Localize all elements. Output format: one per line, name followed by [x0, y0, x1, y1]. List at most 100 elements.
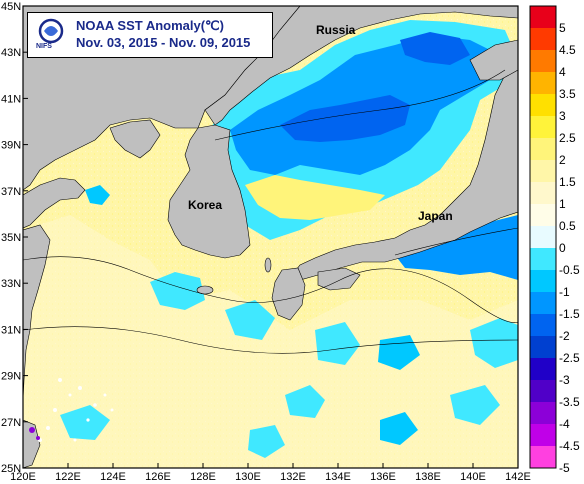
x-tick-label: 138E [415, 471, 441, 483]
colorbar-tick-label: -3 [559, 373, 570, 387]
anomaly-region-east-sea-yellow-patch [245, 175, 385, 220]
y-tick-label: 25N [1, 463, 21, 475]
x-tick-label: 120E [10, 471, 36, 483]
x-tick-label: 130E [235, 471, 261, 483]
anomaly-patch-ecs-8 [380, 412, 418, 445]
colorbar-tick-label: 3 [559, 109, 566, 123]
colorbar-tick-label: 0 [559, 241, 566, 255]
y-axis-ticks: 45N 43N 41N 39N 37N 35N 33N 31N 29N 27N 25N [1, 1, 28, 475]
colorbar-swatch [530, 182, 556, 205]
x-tick-label: 132E [280, 471, 306, 483]
x-tick-label: 122E [55, 471, 81, 483]
colorbar-border [529, 5, 557, 469]
land-liaodong [109, 119, 161, 159]
y-tick-label: 35N [1, 232, 21, 244]
x-tick-label: 136E [370, 471, 396, 483]
anomaly-patch-ecs-3 [315, 322, 360, 365]
anomaly-region-light [23, 215, 518, 468]
place-label-russia: Russia [316, 23, 356, 37]
anomaly-region-east-sea-core-2 [400, 32, 470, 65]
contour-lines [23, 69, 518, 354]
anomaly-region-east-sea-core [280, 95, 410, 142]
colorbar-tick-label: -5 [559, 461, 570, 475]
colorbar-swatch [530, 6, 556, 29]
x-tick-label: 126E [145, 471, 171, 483]
land-russia [204, 6, 518, 126]
colorbar-swatch [530, 72, 556, 95]
anomaly-patch-ecs-9 [248, 425, 285, 458]
colorbar-swatch [530, 380, 556, 403]
colorbar-tick-label: 0.5 [559, 219, 576, 233]
y-tick-label: 37N [1, 186, 21, 198]
y-tick-label: 33N [1, 278, 21, 290]
y-tick-label: 27N [1, 417, 21, 429]
colorbar-swatch [530, 138, 556, 161]
x-tick-label: 124E [100, 471, 126, 483]
land-shandong [23, 177, 86, 229]
anomaly-patch-ecs-10 [60, 405, 110, 440]
y-tick-label: 43N [1, 47, 21, 59]
x-tick-label: 128E [190, 471, 216, 483]
colorbar-tick-label: 5 [559, 21, 566, 35]
x-tick-label: 142E [505, 471, 531, 483]
colorbar-tick-label: 2.5 [559, 131, 576, 145]
anomaly-region-yellow-sea-negative [85, 185, 110, 205]
colorbar-tick-label: 3.5 [559, 87, 576, 101]
colorbar-swatch [530, 160, 556, 183]
colorbar-tick-label: -0.5 [559, 263, 580, 277]
colorbar-tick-label: -4.5 [559, 439, 580, 453]
anomaly-patch-ecs-1 [150, 272, 205, 310]
colorbar-tick-label: 2 [559, 153, 566, 167]
colorbar-swatch [530, 28, 556, 51]
colorbar-swatch [530, 270, 556, 293]
colorbar-swatch [530, 446, 556, 469]
y-tick-label: 41N [1, 93, 21, 105]
colorbar-tick-label: -3.5 [559, 395, 580, 409]
anomaly-patch-ecs-7 [450, 385, 500, 425]
purple-patch [29, 427, 40, 440]
anomaly-region-pacific-negative [395, 215, 518, 280]
date-range: Nov. 03, 2015 - Nov. 09, 2015 [76, 35, 251, 50]
colorbar-swatch [530, 292, 556, 315]
land-japan-hokkaido [469, 39, 518, 81]
colorbar-tick-label: 4.5 [559, 43, 576, 57]
y-tick-label: 39N [1, 140, 21, 152]
colorbar-tick-label: -1 [559, 285, 570, 299]
y-tick-label: 31N [1, 324, 21, 336]
colorbar-swatch [530, 226, 556, 249]
colorbar-swatch [530, 314, 556, 337]
land-tsushima [264, 257, 272, 273]
y-tick-label: 29N [1, 371, 21, 383]
nifs-logo-icon [38, 18, 64, 44]
colorbar-swatch [530, 204, 556, 227]
colorbar-swatch [530, 336, 556, 359]
land-korea [167, 124, 251, 259]
anomaly-patch-ecs-5 [470, 318, 518, 368]
colorbar-swatch [530, 116, 556, 139]
x-tick-label: 140E [460, 471, 486, 483]
map-panel [23, 6, 518, 468]
map-title: NOAA SST Anomaly(℃) [76, 18, 224, 33]
colorbar-swatch [530, 94, 556, 117]
colorbar-swatch [530, 402, 556, 425]
colorbar: 5 4.5 4 3.5 3 2.5 2 1.5 1 0.5 0 -0.5 -1 -1.5 -2 -2.5 -3 -… [529, 5, 580, 475]
colorbar-tick-label: 4 [559, 65, 566, 79]
y-tick-label: 45N [1, 1, 21, 13]
colorbar-tick-label: -2 [559, 329, 570, 343]
land-japan-kyushu [271, 267, 306, 321]
colorbar-tick-label: 1.5 [559, 175, 576, 189]
colorbar-swatch [530, 50, 556, 73]
land-jeju [196, 285, 214, 295]
nifs-logo-text: NIFS [36, 43, 52, 50]
colorbar-tick-label: -4 [559, 417, 570, 431]
x-tick-label: 134E [325, 471, 351, 483]
colorbar-tick-label: -2.5 [559, 351, 580, 365]
anomaly-patch-ecs-2 [225, 300, 275, 340]
land-japan-shikoku [317, 267, 361, 291]
colorbar-swatch [530, 248, 556, 271]
colorbar-swatch [530, 358, 556, 381]
x-axis-ticks: 120E 122E 124E 126E 128E 130E 132E 134E 136E 138E… [10, 463, 531, 483]
place-label-korea: Korea [188, 198, 222, 212]
anomaly-patch-ecs-6 [285, 385, 325, 418]
